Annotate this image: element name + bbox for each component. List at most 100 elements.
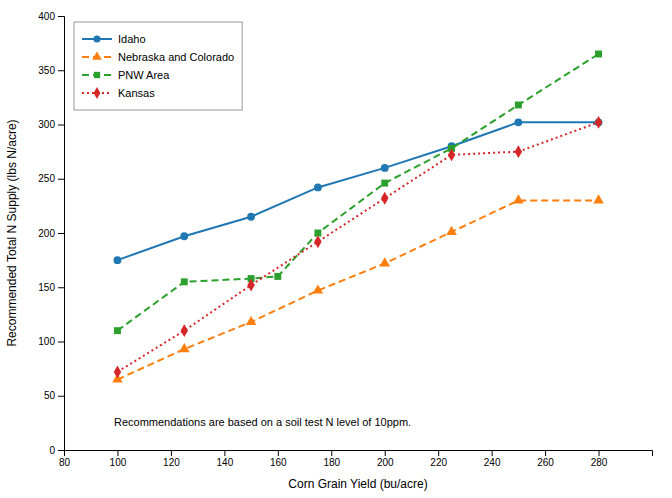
series-marker [314, 235, 321, 248]
legend-label: Kansas [118, 87, 155, 99]
x-axis-tick-mark [492, 450, 493, 456]
y-axis-tick: 200 [38, 228, 64, 239]
series-marker [313, 284, 324, 293]
x-axis-tick: 100 [110, 450, 127, 468]
x-axis-tick-label: 160 [270, 457, 287, 468]
series-marker [314, 184, 322, 192]
x-axis-tick-label: 140 [217, 457, 234, 468]
series-marker [181, 278, 188, 285]
y-axis-tick-mark [58, 179, 64, 180]
series-line [117, 200, 598, 379]
y-axis-tick: 350 [38, 65, 64, 76]
x-axis-tick-mark [599, 450, 600, 456]
y-axis-title: Recommended Total N Supply (lbs N/acre) [5, 119, 19, 346]
x-axis-tick: 160 [270, 450, 287, 468]
x-axis-tick-label: 80 [59, 457, 71, 468]
x-axis-tick: 240 [484, 450, 501, 468]
y-axis-tick: 0 [49, 445, 64, 456]
y-axis-tick-mark [58, 450, 64, 451]
legend-item: Nebraska and Colorado [82, 51, 234, 63]
chart: 80 100 120 140 160 180 200 220 240 260 280 0 50 100 15… [0, 0, 672, 498]
legend-marker [94, 72, 100, 78]
y-axis-tick-label: 150 [38, 282, 55, 293]
y-axis-tick-label: 50 [44, 390, 56, 401]
y-axis: 0 50 100 150 200 250 300 350 400 [38, 11, 64, 456]
y-axis-tick-mark [58, 233, 64, 234]
x-axis: 80 100 120 140 160 180 200 220 240 260 280 [59, 450, 653, 468]
series-marker [514, 118, 522, 126]
series-marker [114, 365, 121, 378]
series-marker [114, 256, 122, 264]
x-axis-tick-mark [438, 450, 439, 456]
series-marker [595, 116, 602, 129]
x-axis-tick: 220 [430, 450, 447, 468]
series-marker [593, 194, 604, 203]
x-axis-title: Corn Grain Yield (bu/acre) [288, 477, 427, 491]
series-marker [448, 148, 455, 161]
x-axis-tick-label: 240 [484, 457, 501, 468]
x-axis-tick-label: 220 [430, 457, 447, 468]
x-axis-tick: 280 [591, 450, 608, 468]
y-axis-tick-label: 250 [38, 173, 55, 184]
legend-label: Idaho [118, 33, 146, 45]
series-marker [180, 232, 188, 240]
annotation: Recommendations are based on a soil test… [114, 416, 411, 428]
legend-marker [94, 87, 101, 99]
y-axis-tick-label: 0 [49, 445, 55, 456]
series-marker [381, 180, 388, 187]
series-marker [181, 324, 188, 337]
y-axis-tick-mark [58, 125, 64, 126]
x-axis-tick: 80 [59, 450, 71, 468]
x-axis-tick-mark [331, 450, 332, 456]
y-axis-tick-mark [58, 16, 64, 17]
x-axis-tick-mark [117, 450, 118, 456]
y-axis-tick-label: 350 [38, 65, 55, 76]
legend-label: Nebraska and Colorado [118, 51, 234, 63]
series-marker [381, 192, 388, 205]
y-axis-tick-label: 200 [38, 228, 55, 239]
series-marker [446, 226, 457, 235]
legend-label: PNW Area [118, 69, 170, 81]
x-axis-tick-label: 260 [537, 457, 554, 468]
y-axis-tick: 250 [38, 173, 64, 184]
y-axis-tick: 150 [38, 282, 64, 293]
legend-marker [92, 51, 102, 59]
x-axis-tick-label: 180 [323, 457, 340, 468]
x-axis-tick-label: 120 [163, 457, 180, 468]
y-axis-tick-mark [58, 287, 64, 288]
legend-item: Idaho [82, 33, 146, 45]
x-axis-tick-mark [171, 450, 172, 456]
series-marker [515, 102, 522, 109]
y-axis-tick: 100 [38, 336, 64, 347]
series-marker [179, 343, 190, 352]
x-axis-tick: 140 [217, 450, 234, 468]
series-marker [595, 51, 602, 58]
legend-item: PNW Area [82, 69, 170, 81]
series-marker [274, 273, 281, 280]
series-line [117, 122, 598, 260]
y-axis-tick-label: 400 [38, 11, 55, 22]
series-marker [247, 279, 254, 292]
x-axis-tick-label: 280 [591, 457, 608, 468]
x-axis-tick: 120 [163, 450, 180, 468]
y-axis-tick-mark [58, 396, 64, 397]
x-axis-tick: 180 [323, 450, 340, 468]
y-axis-tick: 50 [44, 390, 64, 401]
series-marker [515, 145, 522, 158]
x-axis-tick-mark [385, 450, 386, 456]
legend-marker [93, 35, 100, 42]
x-axis-tick-label: 100 [110, 457, 127, 468]
series-line [117, 122, 598, 372]
series-marker [379, 257, 390, 266]
series-marker [246, 316, 257, 325]
series-marker [247, 213, 255, 221]
x-axis-tick-label: 200 [377, 457, 394, 468]
y-axis-tick-mark [58, 342, 64, 343]
x-axis-tick: 200 [377, 450, 394, 468]
series-marker [513, 194, 524, 203]
y-axis-tick-label: 300 [38, 119, 55, 130]
y-axis-line [58, 17, 65, 451]
legend: Idaho Nebraska and Colorado PNW Area Kansas [74, 22, 242, 110]
x-axis-tick-mark [278, 450, 279, 456]
x-axis-tick-mark [224, 450, 225, 456]
